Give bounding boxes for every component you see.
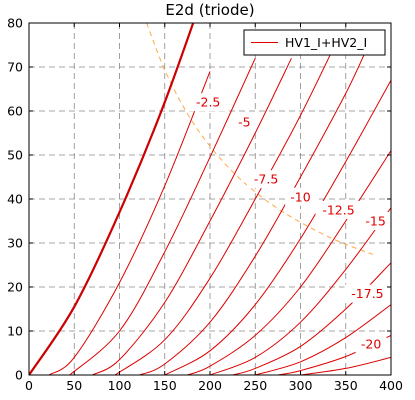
y-tick-label: 70 [7,60,23,75]
y-tick-label: 10 [7,324,23,339]
plate-curve--15 [164,79,391,375]
x-tick-label: 100 [108,378,132,393]
x-tick-label: 0 [25,378,33,393]
curve-labels: -2.5 -5 -7.5 -10 -12.5 -15 -17.5 -20 [188,93,392,354]
plate-curve--7.5 [92,57,292,375]
plate-curve-0 [29,23,195,375]
curve-label-bg [285,187,316,206]
plate-curve--10 [114,31,342,375]
curve-label: -17.5 [351,286,383,301]
curve-label: -7.5 [254,172,278,187]
curve-label-bg [188,93,228,112]
curve-label: -2.5 [196,95,220,110]
x-tick-label: 50 [66,378,82,393]
curve-label: -15 [365,214,385,229]
x-tick-label: 400 [379,378,403,393]
plate-curves [29,23,391,375]
curve-label-bg [355,335,387,354]
curve-label: -20 [361,337,381,352]
max-dissipation-curve [146,23,374,255]
y-tick-label: 40 [7,192,23,207]
legend-entry-label: HV1_I+HV2_I [285,35,367,50]
curve-label-bg [344,284,391,303]
grid-lines [29,23,391,375]
y-tick-label: 30 [7,236,23,251]
y-tick-label: 0 [15,368,23,383]
plate-curve--12.5 [139,44,369,375]
y-tick-label: 60 [7,104,23,119]
curve-label-bg [315,201,362,219]
curve-label-bg [232,113,256,131]
plate-curve--20 [209,207,391,375]
curve-label-bg [246,170,286,189]
curve-label: -12.5 [322,203,354,218]
x-tick-label: 200 [198,378,222,393]
plate-curve--30 [300,356,391,375]
legend: HV1_I+HV2_I [243,29,386,56]
plate-curve--25 [255,304,391,375]
x-tick-label: 350 [334,378,358,393]
x-tick-label: 300 [289,378,313,393]
curve-label: -5 [238,115,250,130]
curve-label-bg [360,212,392,230]
x-tick-label: 250 [243,378,267,393]
chart-title: E2d (triode) [165,1,254,19]
y-tick-label: 80 [7,16,23,31]
y-tick-label: 20 [7,280,23,295]
curve-label: -10 [290,189,310,204]
x-tick-label: 150 [153,378,177,393]
axis-ticks: 0 50 100 150 200 250 300 350 400 0 10 20 30 40 50 60 70 8… [7,16,403,394]
plate-curve--2.5 [48,71,211,375]
y-tick-label: 50 [7,148,23,163]
plate-curve--5 [69,57,256,375]
